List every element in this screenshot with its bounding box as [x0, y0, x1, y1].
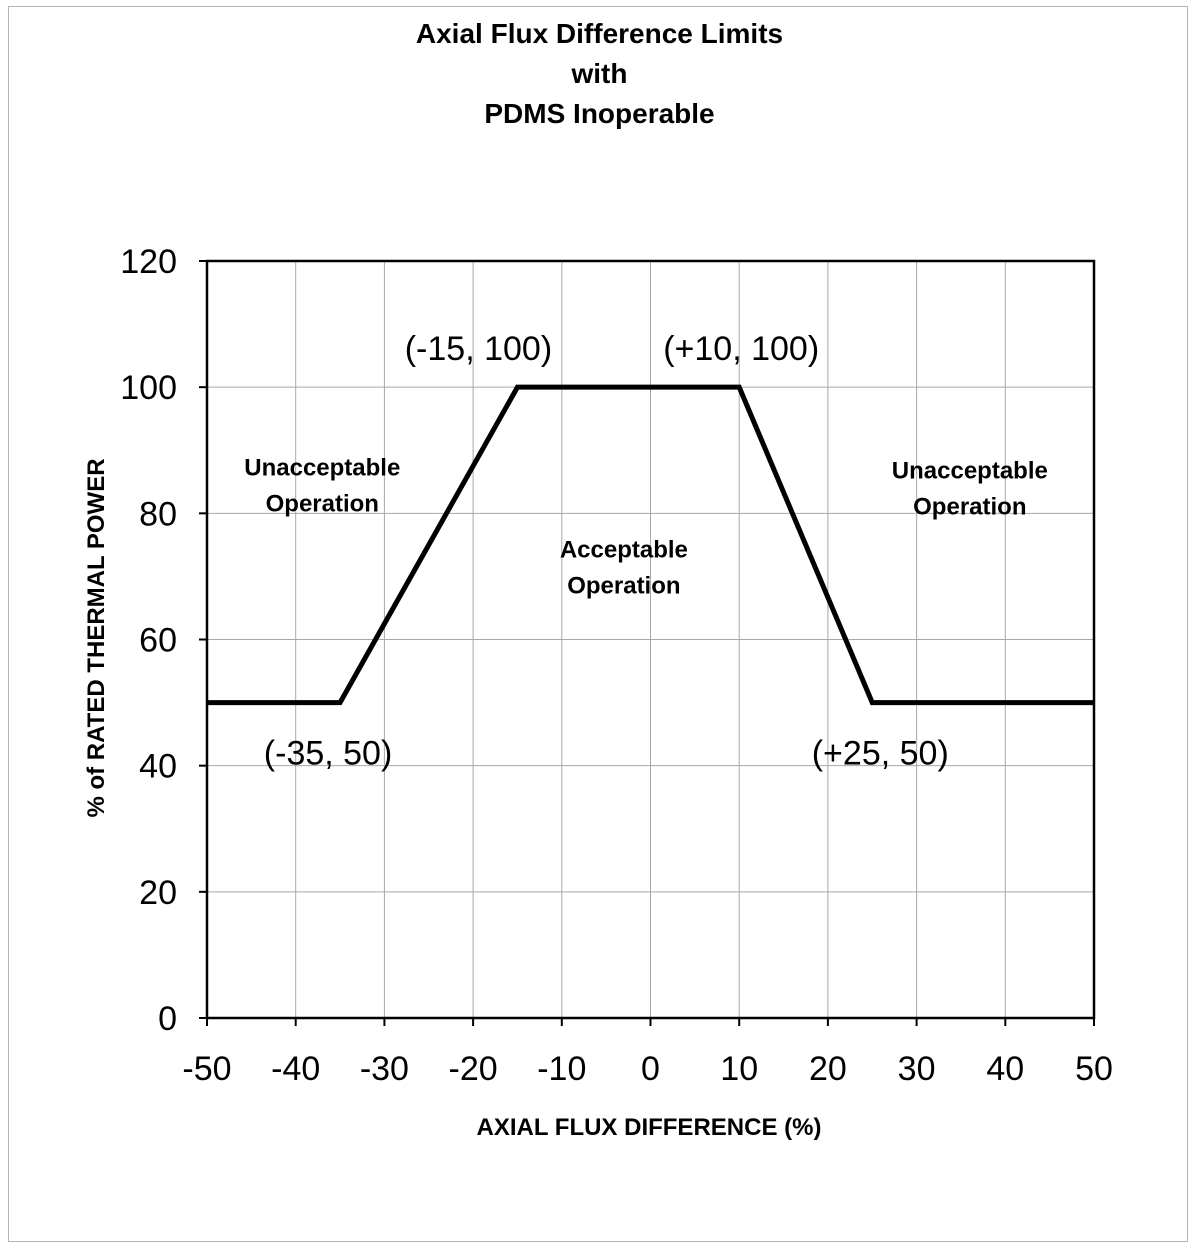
y-tick-label: 60: [139, 622, 177, 660]
chart-title-line-3: PDMS Inoperable: [484, 98, 715, 129]
x-tick-label: -10: [537, 1050, 586, 1088]
chart-title-line-2: with: [571, 58, 628, 89]
y-tick-label: 0: [158, 1000, 177, 1038]
grid-layer: [207, 261, 1094, 1018]
y-tick-label: 20: [139, 874, 177, 912]
y-axis-title: % of RATED THERMAL POWER: [83, 458, 110, 817]
limit-line: [207, 384, 1094, 706]
page-frame: [8, 6, 1188, 1242]
region-label: Unacceptable Operation: [244, 454, 400, 517]
x-tick-label: 40: [986, 1050, 1024, 1088]
series-layer: [207, 384, 1094, 706]
x-tick-label: 50: [1075, 1050, 1113, 1088]
chart-title-line-1: Axial Flux Difference Limits: [415, 18, 784, 49]
point-label: (+25, 50): [812, 735, 949, 773]
y-tick-label: 100: [120, 369, 177, 407]
point-label: (-35, 50): [264, 735, 393, 773]
x-tick-label: 10: [720, 1050, 758, 1088]
y-tick-label: 120: [120, 243, 177, 281]
region-label: Acceptable Operation: [560, 536, 688, 599]
region-label-line: Unacceptable: [892, 458, 1048, 485]
region-label-line: Operation: [567, 572, 680, 599]
x-tick-label: -30: [360, 1050, 409, 1088]
point-label: (+10, 100): [663, 330, 819, 368]
y-tick-label: 40: [139, 748, 177, 786]
x-tick-label: 30: [898, 1050, 936, 1088]
x-tick-label: -50: [182, 1050, 231, 1088]
point-label: (-15, 100): [405, 330, 552, 368]
region-label-line: Unacceptable: [244, 454, 400, 481]
ticks-layer: -50 -40 -30 -20 -10 0 10 20 30 40 50 0 20 40 60 80 100 12…: [120, 243, 1113, 1088]
y-tick-label: 80: [139, 495, 177, 533]
region-label-line: Operation: [913, 494, 1026, 521]
x-tick-label: -20: [449, 1050, 498, 1088]
x-tick-label: 0: [641, 1050, 660, 1088]
x-axis-title: AXIAL FLUX DIFFERENCE (%): [477, 1114, 822, 1141]
x-tick-label: 20: [809, 1050, 847, 1088]
labels-layer: (-15, 100) (+10, 100) (-35, 50) (+25, 50) Un…: [244, 330, 1048, 772]
region-label-line: Acceptable: [560, 536, 688, 563]
region-label-line: Operation: [266, 490, 379, 517]
x-tick-label: -40: [271, 1050, 320, 1088]
region-label: Unacceptable Operation: [892, 458, 1048, 521]
